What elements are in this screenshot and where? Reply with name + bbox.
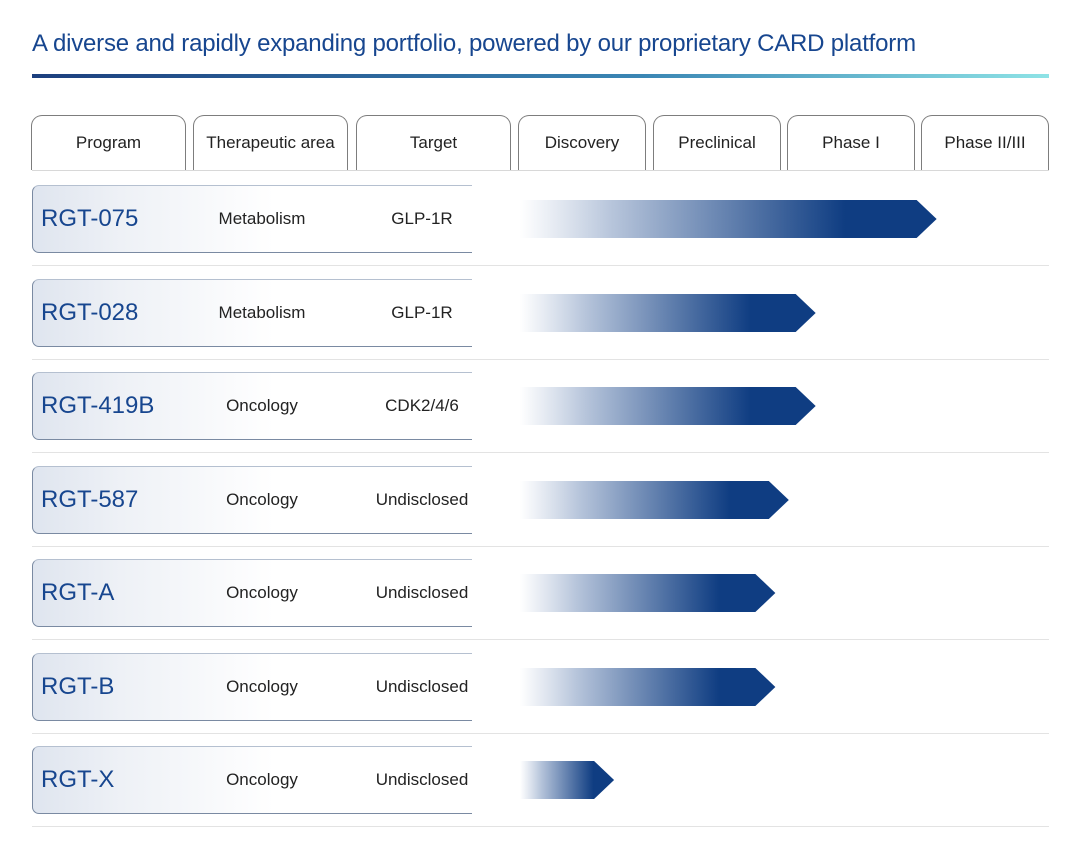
pipeline-row: RGT-419B Oncology CDK2/4/6 — [0, 359, 1080, 453]
progress-bar-svg — [520, 761, 615, 799]
progress-arrow — [520, 293, 816, 332]
therapeutic-area: Oncology — [226, 396, 298, 415]
row-divider — [32, 732, 1049, 734]
pipeline-row: RGT-X Oncology Undisclosed — [0, 733, 1080, 827]
stage-header-preclinical: Preclinical — [653, 115, 781, 170]
program-name: RGT-B — [41, 672, 115, 700]
program-name: RGT-587 — [41, 485, 139, 513]
title-underline — [32, 74, 1049, 78]
progress-bar-svg — [520, 200, 937, 238]
program-name: RGT-028 — [41, 298, 139, 326]
column-header-program: Program — [31, 115, 186, 170]
therapeutic-area: Oncology — [226, 770, 298, 789]
progress-arrow — [520, 387, 816, 425]
therapeutic-area: Oncology — [226, 583, 298, 602]
program-name: RGT-X — [41, 766, 115, 793]
progress-arrow — [520, 480, 789, 519]
stage-header-phase-2-3: Phase II/III — [921, 115, 1049, 170]
progress-bar-svg — [520, 574, 776, 612]
target: Undisclosed — [375, 770, 469, 789]
therapeutic-area: Oncology — [226, 489, 298, 509]
therapeutic-area: Metabolism — [218, 302, 306, 322]
row-divider — [32, 545, 1049, 547]
pipeline-row: RGT-075 Metabolism GLP-1R — [0, 172, 1080, 266]
progress-bar-svg — [520, 480, 789, 519]
therapeutic-area: Metabolism — [218, 209, 306, 228]
stage-header-discovery: Discovery — [518, 115, 646, 170]
target: GLP-1R — [391, 209, 453, 228]
row-divider — [32, 452, 1049, 453]
row-divider — [32, 826, 1049, 827]
program-card — [32, 278, 472, 347]
program-card — [32, 652, 472, 721]
progress-arrow — [520, 200, 937, 238]
row-divider — [32, 639, 1049, 640]
pipeline-row: RGT-587 Oncology Undisclosed — [0, 453, 1080, 547]
progress-arrow — [520, 667, 776, 706]
program-name: RGT-075 — [41, 205, 139, 232]
target: Undisclosed — [375, 489, 469, 509]
program-card — [32, 465, 472, 534]
target: Undisclosed — [375, 676, 469, 696]
program-card — [32, 185, 472, 253]
column-header-target: Target — [356, 115, 511, 170]
progress-arrow — [520, 574, 776, 612]
program-name: RGT-419B — [41, 392, 155, 419]
program-card — [32, 746, 472, 814]
progress-bar-svg — [520, 387, 816, 425]
progress-bar-svg — [520, 667, 776, 706]
header-divider — [32, 170, 1049, 171]
row-divider — [32, 358, 1049, 360]
progress-bar-svg — [520, 293, 816, 332]
pipeline-row: RGT-B Oncology Undisclosed — [0, 640, 1080, 734]
target: GLP-1R — [391, 302, 453, 322]
target: CDK2/4/6 — [385, 396, 459, 415]
target: Undisclosed — [375, 583, 469, 602]
stage-header-phase-1: Phase I — [787, 115, 915, 170]
progress-arrow — [520, 761, 615, 799]
program-name: RGT-A — [41, 579, 115, 606]
column-header-therapeutic-area: Therapeutic area — [193, 115, 348, 170]
therapeutic-area: Oncology — [226, 676, 298, 696]
pipeline-row: RGT-028 Metabolism GLP-1R — [0, 266, 1080, 360]
program-card — [32, 559, 472, 627]
chart-title: A diverse and rapidly expanding portfoli… — [32, 30, 916, 57]
program-card — [32, 372, 472, 440]
row-divider — [32, 265, 1049, 266]
pipeline-row: RGT-A Oncology Undisclosed — [0, 546, 1080, 640]
